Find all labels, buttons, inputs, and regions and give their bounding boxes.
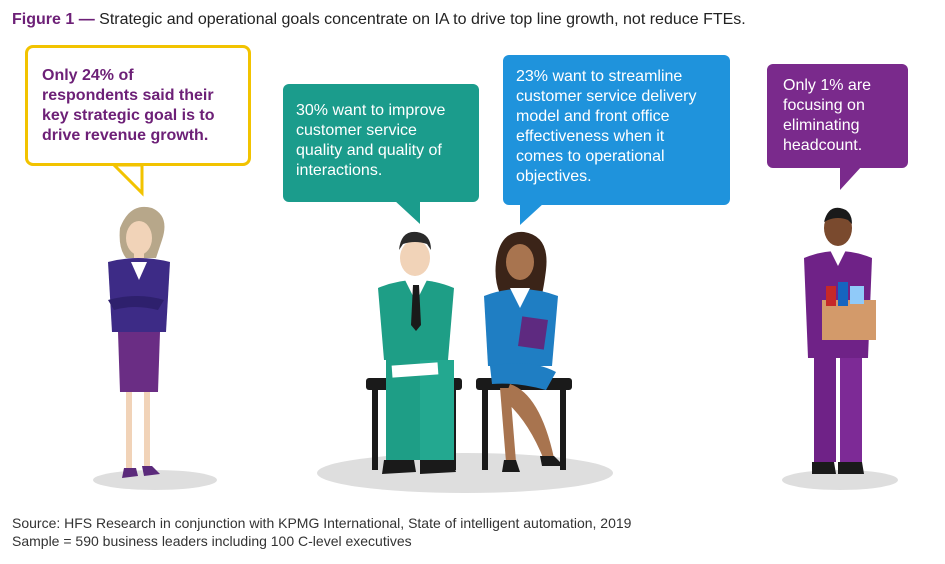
bubble-tail-teal xyxy=(394,200,420,224)
bubble-line: focusing on xyxy=(783,97,865,114)
speech-bubble-revenue-growth: Only 24% of respondents said their key s… xyxy=(25,45,251,166)
bubble-line: customer service xyxy=(296,122,417,139)
bubble-tail-purple xyxy=(840,166,862,190)
man-with-box-figure xyxy=(804,207,876,474)
bubble-line: objectives. xyxy=(516,168,592,185)
bubble-tail-blue xyxy=(520,203,544,225)
bubble-tail-yellow xyxy=(110,163,144,197)
bubble-line: eliminating xyxy=(783,117,860,134)
bubble-line: quality and quality of xyxy=(296,142,442,159)
bubble-line: drive revenue growth. xyxy=(42,127,209,144)
speech-bubble-service-quality: 30% want to improve customer service qua… xyxy=(283,84,479,202)
bubble-line: respondents said their xyxy=(42,87,214,104)
bubble-line: key strategic goal is to xyxy=(42,107,215,124)
bubble-line: interactions. xyxy=(296,162,383,179)
bubble-line: 30% want to improve xyxy=(296,102,446,119)
bubble-line: Only 24% of xyxy=(42,67,134,84)
figure-caption: Figure 1 — Strategic and operational goa… xyxy=(12,11,746,29)
sample-line: Sample = 590 business leaders including … xyxy=(12,533,412,549)
bubble-line: effectiveness when it xyxy=(516,128,665,145)
figure-label: Figure 1 xyxy=(12,11,75,28)
woman-standing-figure xyxy=(108,206,170,478)
bubble-line: model and front office xyxy=(516,108,670,125)
floor-shadow-right xyxy=(782,470,898,490)
floor-shadow-center xyxy=(317,453,613,493)
bubble-line: Only 1% are xyxy=(783,77,872,94)
man-seated-figure xyxy=(378,231,456,474)
source-note: Source: HFS Research in conjunction with… xyxy=(12,514,631,550)
bubble-line: 23% want to streamline xyxy=(516,68,683,85)
speech-bubble-eliminate-headcount: Only 1% are focusing on eliminating head… xyxy=(767,64,908,168)
caption-text: Strategic and operational goals concentr… xyxy=(99,11,746,28)
speech-bubble-streamline-delivery: 23% want to streamline customer service … xyxy=(503,55,730,205)
bubble-line: headcount. xyxy=(783,137,863,154)
source-line: Source: HFS Research in conjunction with… xyxy=(12,515,632,531)
bubble-line: customer service delivery xyxy=(516,88,697,105)
woman-seated-figure xyxy=(484,231,564,472)
caption-dash: — xyxy=(78,11,95,28)
bubble-line: comes to operational xyxy=(516,148,665,165)
